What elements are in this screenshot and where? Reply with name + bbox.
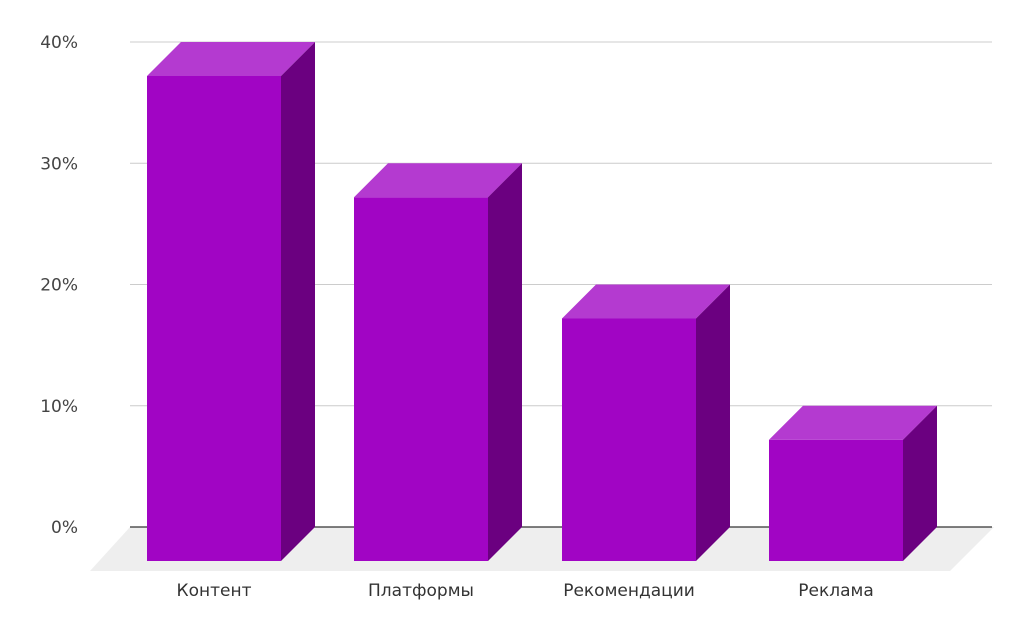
x-category-label: Рекомендации (563, 581, 695, 601)
chart-floor-layer (90, 527, 994, 571)
bar-top-face (147, 42, 315, 76)
bar (354, 163, 522, 561)
y-axis-tick-labels: 0% 10% 20% 30% 40% (40, 33, 78, 538)
bar-side-face (696, 284, 730, 561)
x-category-label: Платформы (368, 581, 474, 601)
bar-top-face (769, 405, 937, 440)
bar-front-face (147, 76, 281, 561)
chart-floor (90, 527, 994, 571)
y-tick-label: 40% (40, 33, 78, 53)
y-tick-label: 20% (40, 276, 78, 296)
x-category-label: Контент (177, 581, 252, 601)
bar-top-face (562, 284, 730, 319)
bar-side-face (488, 163, 522, 561)
x-category-label: Реклама (798, 581, 874, 601)
bar-front-face (354, 197, 488, 561)
y-tick-label: 0% (51, 518, 78, 538)
bar-side-face (903, 405, 937, 561)
y-tick-label: 10% (40, 397, 78, 417)
bar-top-face (354, 163, 522, 198)
bar-side-face (281, 42, 315, 561)
y-tick-label: 30% (40, 154, 78, 174)
bars (147, 42, 937, 561)
bar-front-face (562, 318, 696, 561)
bar-front-face (769, 439, 903, 561)
bar (769, 405, 937, 561)
bar (562, 284, 730, 561)
bar (147, 42, 315, 561)
x-axis-category-labels: Контент Платформы Рекомендации Реклама (177, 581, 874, 601)
